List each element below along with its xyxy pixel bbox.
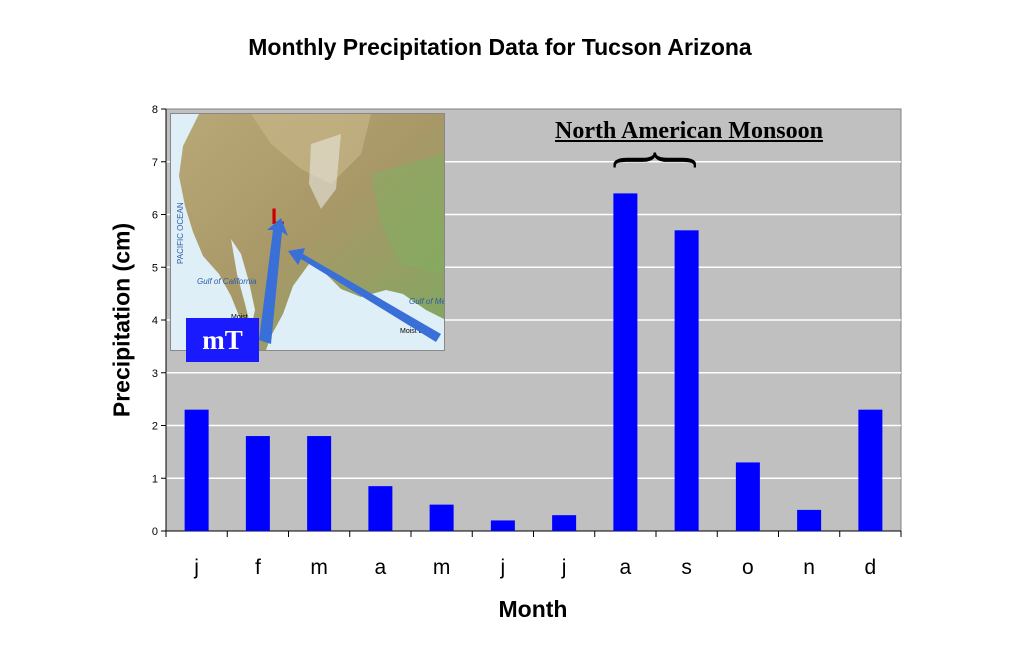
x-tick-label: s [681,556,692,579]
x-tick-label: a [620,556,632,579]
terrain-map-image: PACIFIC OCEAN Gulf of California Gulf of… [171,114,444,350]
bar [797,509,822,531]
bar [429,504,454,531]
y-tick-label: 4 [152,315,158,327]
x-tick-label: j [561,556,567,579]
y-tick-label: 8 [152,104,158,116]
x-tick-label: a [375,556,387,579]
x-tick-label: f [255,556,261,579]
map-label-pacific: PACIFIC OCEAN [176,202,185,264]
bar [368,486,393,531]
inset-map: PACIFIC OCEAN Gulf of California Gulf of… [170,113,445,351]
chart-title: Monthly Precipitation Data for Tucson Ar… [248,34,752,60]
bar [552,515,577,531]
bar [858,409,883,531]
map-label-moist: Moist [231,314,248,321]
bar [490,520,515,531]
x-tick-label: d [865,556,877,579]
moist-air-arrow-gulf [288,248,441,342]
bar [184,409,209,531]
y-tick-label: 1 [152,473,158,485]
x-tick-label: j [500,556,506,579]
x-tick-label: n [803,556,815,579]
y-tick-label: 3 [152,368,158,380]
y-tick-label: 7 [152,157,158,169]
monsoon-annotation: North American Monsoon [555,118,823,144]
x-tick-label: j [193,556,199,579]
x-tick-label: m [310,556,328,579]
map-label-gulf-mexico: Gulf of Mexico [409,297,444,306]
bar [735,462,760,531]
mt-air-mass-label: mT [186,318,259,362]
x-axis-label: Month [498,596,568,622]
map-label-gulf-california: Gulf of California [197,277,257,286]
y-tick-label: 2 [152,421,158,433]
x-tick-label: o [742,556,754,579]
y-tick-label: 6 [152,210,158,222]
moist-air-arrow-pacific [259,218,288,344]
y-tick-label: 0 [152,526,158,538]
bar [674,230,699,531]
bar [613,193,638,531]
x-tick-label: m [433,556,451,579]
bar [307,436,332,531]
y-tick-label: 5 [152,262,158,274]
monsoon-brace-icon: { [605,148,717,172]
bar [245,436,270,531]
map-label-moist-air: Moist air [400,328,427,335]
